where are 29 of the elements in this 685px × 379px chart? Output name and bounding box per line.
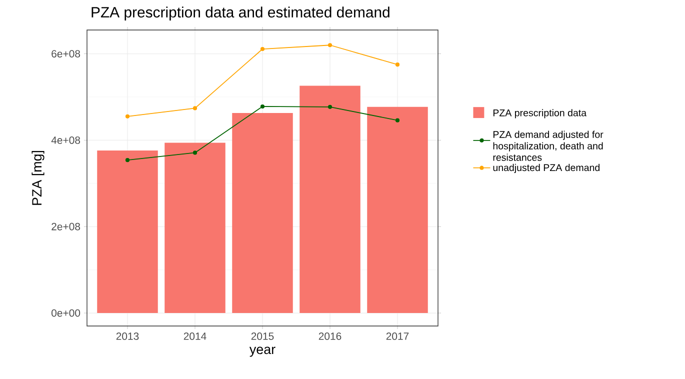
point [260,104,265,109]
point [125,114,130,118]
bar [97,150,158,314]
x-tick-label: 2017 [386,332,409,340]
y-axis-title: PZA [mg] [32,150,44,205]
y-tick-label: 0e+00 [52,309,80,317]
point [260,46,265,52]
point [395,62,400,67]
legend-label: PZA prescription data [493,109,587,118]
bar [232,112,293,314]
point [192,106,198,110]
point [328,43,332,48]
point [192,150,198,155]
point [328,104,332,109]
bar [367,106,428,314]
x-tick-label: 2016 [318,332,342,340]
legend-label: unadjusted PZA demand [493,164,600,174]
x-tick-label: 2013 [116,332,139,340]
x-axis-title: year [249,346,276,357]
chart-title: PZA prescription data and estimated demand [92,6,390,20]
x-tick-label: 2015 [251,332,274,340]
x-tick-label: 2014 [184,332,206,340]
y-tick-label: 6e+08 [52,50,80,58]
point [125,158,130,162]
point [395,118,400,122]
bar [300,86,360,314]
bar [164,142,226,314]
y-tick-label: 4e+08 [51,136,80,144]
y-tick-label: 2e+08 [52,222,80,230]
